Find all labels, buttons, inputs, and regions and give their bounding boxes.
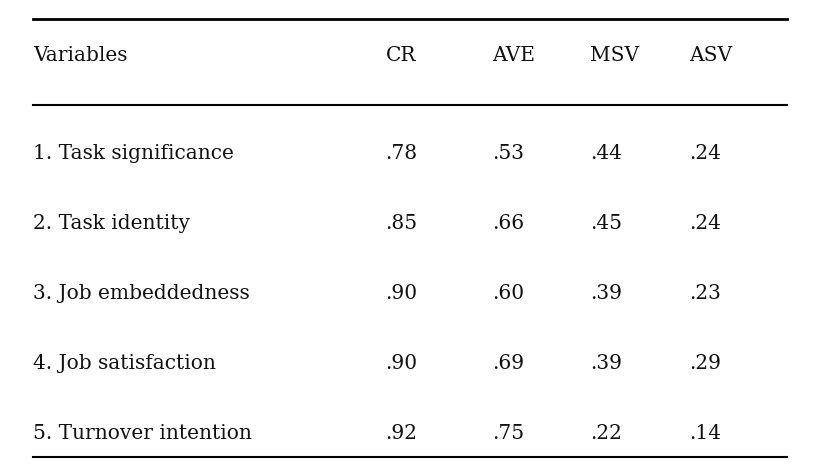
- Text: .90: .90: [385, 354, 417, 373]
- Text: .29: .29: [688, 354, 720, 373]
- Text: 2. Task identity: 2. Task identity: [33, 214, 189, 233]
- Text: .24: .24: [688, 144, 720, 163]
- Text: 3. Job embeddedness: 3. Job embeddedness: [33, 284, 249, 303]
- Text: .45: .45: [590, 214, 622, 233]
- Text: .53: .53: [491, 144, 523, 163]
- Text: .24: .24: [688, 214, 720, 233]
- Text: .23: .23: [688, 284, 720, 303]
- Text: .60: .60: [491, 284, 523, 303]
- Text: .75: .75: [491, 424, 523, 443]
- Text: CR: CR: [385, 47, 415, 65]
- Text: ASV: ASV: [688, 47, 731, 65]
- Text: .90: .90: [385, 284, 417, 303]
- Text: .39: .39: [590, 354, 622, 373]
- Text: .69: .69: [491, 354, 523, 373]
- Text: Variables: Variables: [33, 47, 127, 65]
- Text: .92: .92: [385, 424, 417, 443]
- Text: .22: .22: [590, 424, 622, 443]
- Text: 4. Job satisfaction: 4. Job satisfaction: [33, 354, 215, 373]
- Text: .78: .78: [385, 144, 417, 163]
- Text: AVE: AVE: [491, 47, 534, 65]
- Text: .14: .14: [688, 424, 720, 443]
- Text: .85: .85: [385, 214, 417, 233]
- Text: 5. Turnover intention: 5. Turnover intention: [33, 424, 251, 443]
- Text: 1. Task significance: 1. Task significance: [33, 144, 233, 163]
- Text: MSV: MSV: [590, 47, 639, 65]
- Text: .44: .44: [590, 144, 622, 163]
- Text: .39: .39: [590, 284, 622, 303]
- Text: .66: .66: [491, 214, 523, 233]
